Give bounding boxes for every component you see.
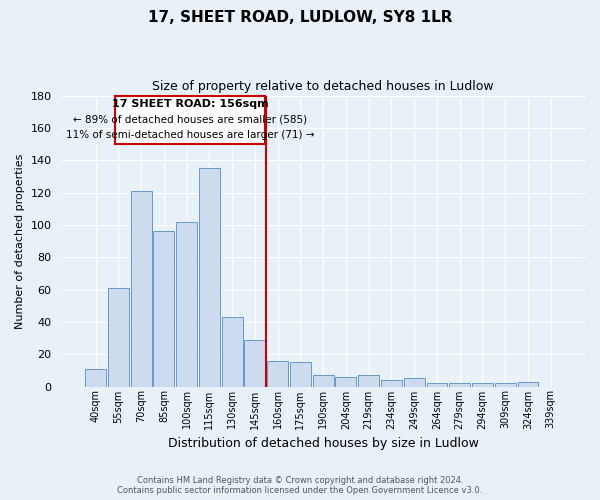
Bar — [449, 384, 470, 386]
Bar — [244, 340, 265, 386]
Bar — [335, 377, 356, 386]
Bar — [199, 168, 220, 386]
Bar — [495, 384, 515, 386]
Bar — [381, 380, 402, 386]
Bar — [472, 384, 493, 386]
Text: Contains HM Land Registry data © Crown copyright and database right 2024.
Contai: Contains HM Land Registry data © Crown c… — [118, 476, 482, 495]
Bar — [108, 288, 129, 386]
Bar — [518, 382, 538, 386]
Bar — [85, 368, 106, 386]
Bar — [176, 222, 197, 386]
Bar — [222, 317, 242, 386]
Bar — [427, 384, 448, 386]
Text: 17, SHEET ROAD, LUDLOW, SY8 1LR: 17, SHEET ROAD, LUDLOW, SY8 1LR — [148, 10, 452, 25]
Text: 11% of semi-detached houses are larger (71) →: 11% of semi-detached houses are larger (… — [66, 130, 314, 140]
Text: 17 SHEET ROAD: 156sqm: 17 SHEET ROAD: 156sqm — [112, 100, 268, 110]
Bar — [290, 362, 311, 386]
Bar — [267, 360, 288, 386]
Bar — [404, 378, 425, 386]
X-axis label: Distribution of detached houses by size in Ludlow: Distribution of detached houses by size … — [168, 437, 479, 450]
Bar — [131, 191, 152, 386]
Bar — [115, 96, 265, 144]
Bar — [313, 375, 334, 386]
Text: ← 89% of detached houses are smaller (585): ← 89% of detached houses are smaller (58… — [73, 115, 307, 125]
Y-axis label: Number of detached properties: Number of detached properties — [15, 154, 25, 328]
Bar — [154, 232, 175, 386]
Title: Size of property relative to detached houses in Ludlow: Size of property relative to detached ho… — [152, 80, 494, 93]
Bar — [358, 375, 379, 386]
